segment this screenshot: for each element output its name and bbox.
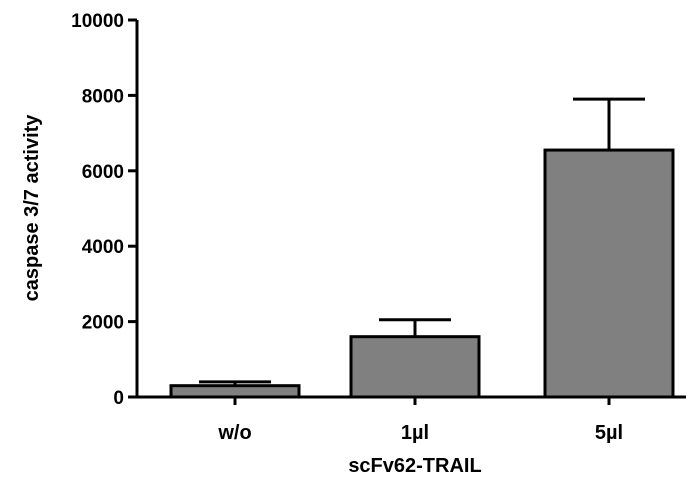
x-ticks: w/o 1µl 5µl: [217, 397, 623, 444]
y-tick-label: 0: [113, 388, 124, 409]
y-tick-label: 2000: [82, 313, 124, 334]
bar: [349, 335, 481, 399]
x-tick-label: w/o: [217, 422, 251, 444]
bar: [543, 148, 675, 399]
x-tick-label: 1µl: [401, 422, 429, 444]
y-tick-label: 8000: [82, 86, 124, 107]
y-tick-label: 4000: [82, 237, 124, 258]
bar: [169, 384, 301, 399]
plot-area: [169, 148, 675, 399]
error-bars: [199, 97, 645, 386]
y-tick-label: 6000: [82, 162, 124, 183]
y-tick-label: 10000: [71, 11, 124, 32]
x-axis-title: scFv62-TRAIL: [348, 455, 481, 477]
y-ticks: 0 2000 4000 6000 8000 10000: [71, 11, 137, 409]
x-tick-label: 5µl: [595, 422, 623, 444]
y-axis-title: caspase 3/7 activity: [21, 114, 43, 302]
axes: [135, 20, 686, 399]
